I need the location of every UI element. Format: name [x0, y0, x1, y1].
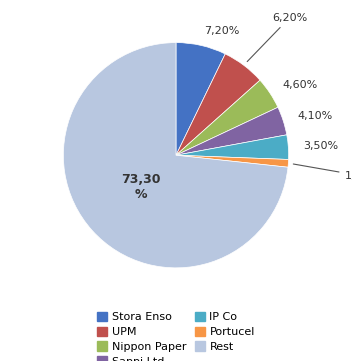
Text: 4,10%: 4,10% [297, 111, 332, 121]
Text: 6,20%: 6,20% [247, 13, 307, 62]
Text: 3,50%: 3,50% [303, 141, 338, 151]
Wedge shape [176, 43, 225, 155]
Text: 7,20%: 7,20% [205, 26, 240, 36]
Wedge shape [176, 135, 289, 160]
Text: 4,60%: 4,60% [282, 80, 318, 90]
Text: 1,10%: 1,10% [293, 164, 352, 181]
Text: 73,30
%: 73,30 % [121, 173, 161, 201]
Wedge shape [176, 54, 260, 155]
Wedge shape [176, 80, 278, 155]
Wedge shape [63, 43, 288, 268]
Wedge shape [176, 107, 287, 155]
Wedge shape [176, 155, 289, 167]
Legend: Stora Enso, UPM, Nippon Paper, Sappi Ltd, IP Co, Portucel, Rest, : Stora Enso, UPM, Nippon Paper, Sappi Ltd… [93, 307, 259, 361]
